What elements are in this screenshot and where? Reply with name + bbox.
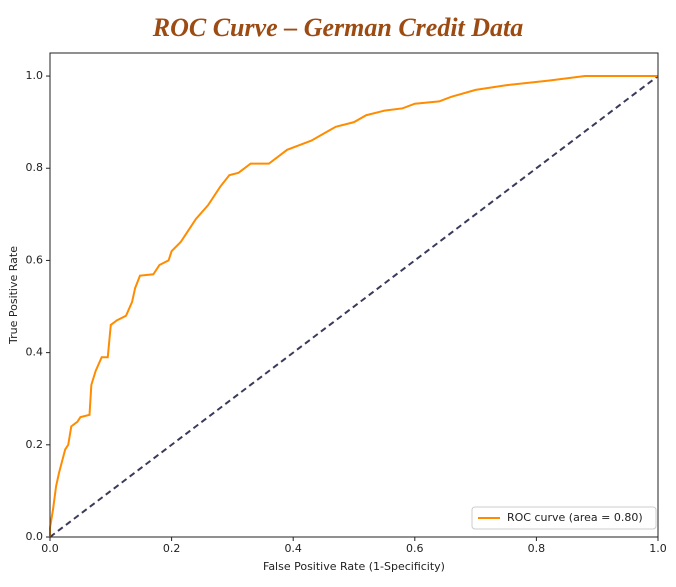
plot-frame [49, 52, 659, 538]
x-tick-label: 0.8 [528, 542, 546, 555]
x-axis-label: False Positive Rate (1-Specificity) [263, 560, 445, 573]
y-tick-label: 0.8 [26, 161, 44, 174]
legend-box [471, 506, 657, 530]
legend-label: ROC curve (area = 0.80) [507, 511, 643, 524]
y-tick-label: 0.2 [26, 438, 44, 451]
x-tick-label: 1.0 [649, 542, 667, 555]
y-axis-label: True Positive Rate [7, 246, 20, 345]
x-tick-label: 0.6 [406, 542, 424, 555]
y-tick-label: 0.0 [26, 530, 44, 543]
y-tick-label: 0.6 [26, 253, 44, 266]
reference-line [49, 75, 659, 538]
chart-title: ROC Curve – German Credit Data [152, 13, 524, 42]
x-tick-label: 0.0 [41, 542, 59, 555]
y-tick-label: 0.4 [26, 346, 44, 359]
x-tick-label: 0.4 [284, 542, 302, 555]
legend: ROC curve (area = 0.80) [471, 506, 657, 530]
x-tick-label: 0.2 [163, 542, 181, 555]
y-tick-label: 1.0 [26, 69, 44, 82]
roc-line [49, 75, 658, 537]
